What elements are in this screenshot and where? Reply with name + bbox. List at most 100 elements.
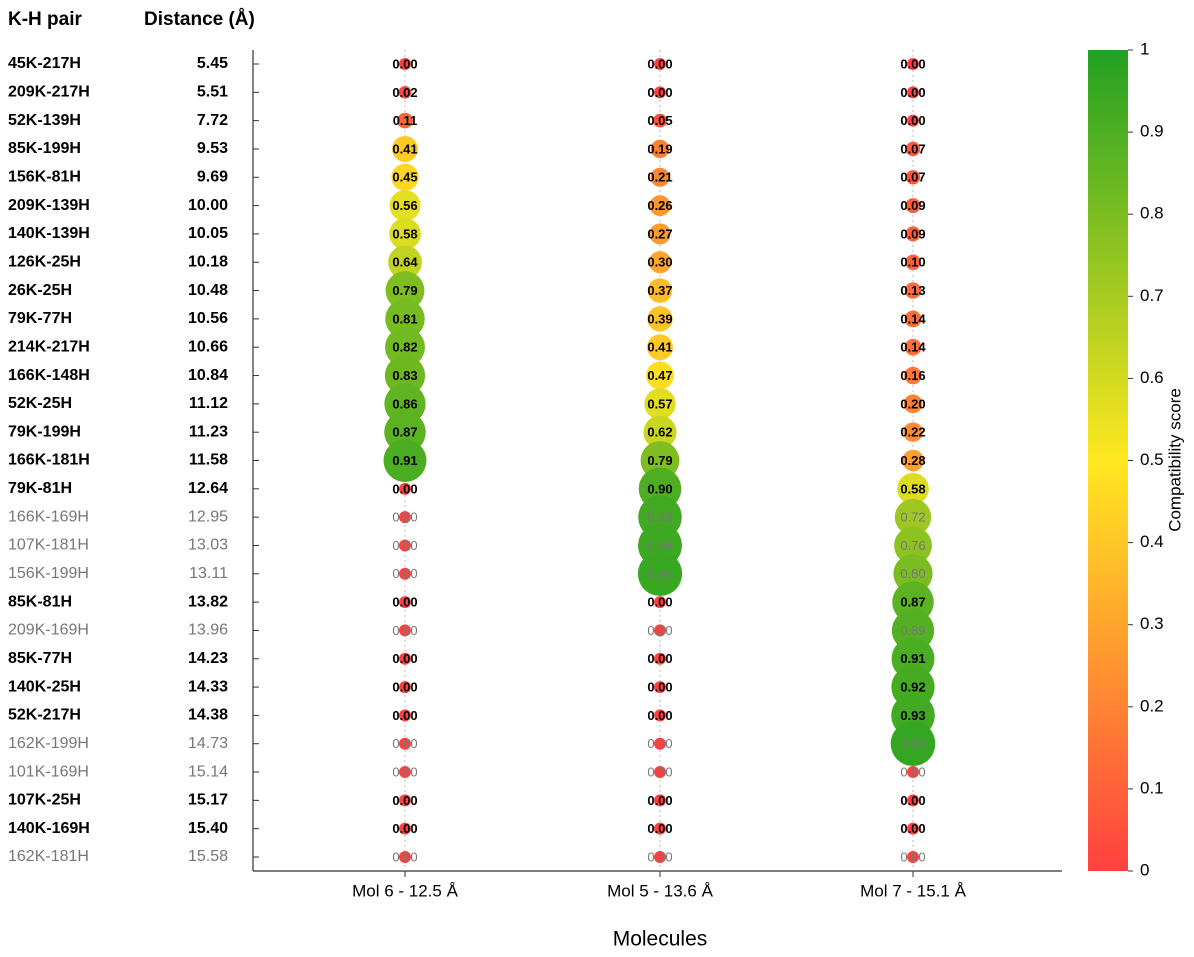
bubble <box>399 766 411 779</box>
bubble <box>904 366 922 385</box>
value-label: 0.00 <box>392 595 417 610</box>
bubble <box>654 624 666 637</box>
value-label: 0.00 <box>392 708 417 723</box>
bubble <box>399 794 411 807</box>
value-label: 0.79 <box>647 453 672 468</box>
row-label: 156K-81H <box>8 169 81 186</box>
bubble <box>894 498 932 536</box>
bubble <box>649 223 671 245</box>
value-label: 0.91 <box>900 651 925 666</box>
row-label: 209K-169H <box>8 622 89 639</box>
value-label: 0.76 <box>900 538 925 553</box>
bubble <box>399 737 411 750</box>
bubble <box>907 766 919 779</box>
colorbar-tick-label: 0 <box>1140 860 1149 879</box>
bubble <box>653 113 667 128</box>
value-label: 0.09 <box>900 226 925 241</box>
bubble <box>637 551 683 596</box>
bubble <box>399 482 411 495</box>
row-label: 85K-81H <box>8 593 72 610</box>
row-label: 79K-81H <box>8 480 72 497</box>
value-label: 0.00 <box>900 764 925 779</box>
value-label: 0.39 <box>647 311 672 326</box>
distance-label: 10.18 <box>188 253 228 270</box>
value-label: 0.02 <box>392 85 417 100</box>
value-label: 0.72 <box>900 510 925 525</box>
value-label: 0.94 <box>647 538 672 553</box>
row-label: 45K-217H <box>8 55 81 72</box>
bubble <box>903 422 923 442</box>
distance-label: 10.05 <box>188 225 228 242</box>
row-label: 85K-77H <box>8 650 72 667</box>
value-label: 0.95 <box>647 566 672 581</box>
bubble <box>654 681 666 694</box>
distance-label: 14.73 <box>188 735 228 752</box>
value-label: 0.00 <box>900 113 925 128</box>
x-tick-label: Mol 5 - 13.6 Å <box>607 881 713 900</box>
value-label: 0.00 <box>647 708 672 723</box>
value-label: 0.22 <box>900 425 925 440</box>
row-label: 52K-139H <box>8 112 81 129</box>
bubble <box>399 709 411 722</box>
bubble <box>399 681 411 694</box>
bubble <box>897 472 929 505</box>
distance-label: 9.53 <box>197 140 228 157</box>
row-label: 101K-169H <box>8 763 89 780</box>
value-label: 0.00 <box>392 56 417 71</box>
distance-label: 15.40 <box>188 820 228 837</box>
x-tick-label: Mol 6 - 12.5 Å <box>352 881 458 900</box>
row-label: 52K-217H <box>8 707 81 724</box>
value-label: 0.27 <box>647 226 672 241</box>
distance-label: 13.03 <box>188 537 228 554</box>
bubble <box>904 282 922 299</box>
value-label: 0.93 <box>647 510 672 525</box>
bubble <box>399 539 411 552</box>
value-label: 0.64 <box>392 255 418 270</box>
value-label: 0.79 <box>392 283 417 298</box>
bubble <box>385 327 425 368</box>
value-label: 0.00 <box>392 481 417 496</box>
distance-label: 5.45 <box>197 55 228 72</box>
value-label: 0.41 <box>392 141 417 156</box>
value-label: 0.20 <box>900 396 925 411</box>
distance-label: 5.51 <box>197 84 228 101</box>
row-header: K-H pair <box>8 9 83 30</box>
value-label: 0.14 <box>900 311 926 326</box>
row-label: 162K-199H <box>8 735 89 752</box>
bubble <box>399 58 411 70</box>
bubble <box>907 58 919 70</box>
bubble <box>907 86 919 99</box>
value-label: 0.56 <box>392 198 417 213</box>
value-label: 0.91 <box>392 453 417 468</box>
value-label: 0.00 <box>900 793 925 808</box>
value-label: 0.00 <box>392 793 417 808</box>
distance-label: 13.82 <box>188 593 228 610</box>
value-label: 0.07 <box>900 170 925 185</box>
value-label: 0.30 <box>647 255 672 270</box>
bubble <box>654 822 666 835</box>
colorbar-title: Compatibility score <box>1165 388 1184 532</box>
value-label: 0.87 <box>392 425 417 440</box>
row-label: 85K-199H <box>8 140 81 157</box>
bubble <box>654 851 666 863</box>
value-label: 0.00 <box>647 595 672 610</box>
row-label: 162K-181H <box>8 848 89 865</box>
distance-label: 10.66 <box>188 338 228 355</box>
value-label: 0.58 <box>900 481 925 496</box>
row-label: 107K-181H <box>8 537 89 554</box>
value-label: 0.19 <box>647 141 672 156</box>
colorbar-tick-label: 1 <box>1140 39 1149 58</box>
bubble <box>905 226 921 242</box>
distance-label: 11.23 <box>189 423 228 440</box>
bubble <box>384 355 426 396</box>
colorbar-tick-label: 0.7 <box>1140 286 1164 305</box>
value-label: 0.00 <box>900 56 925 71</box>
value-label: 0.47 <box>647 368 672 383</box>
bubble <box>646 361 674 390</box>
row-label: 140K-25H <box>8 678 81 695</box>
value-label: 0.26 <box>647 198 672 213</box>
bubble <box>385 271 425 311</box>
row-label: 26K-25H <box>8 282 72 299</box>
value-label: 0.00 <box>647 651 672 666</box>
